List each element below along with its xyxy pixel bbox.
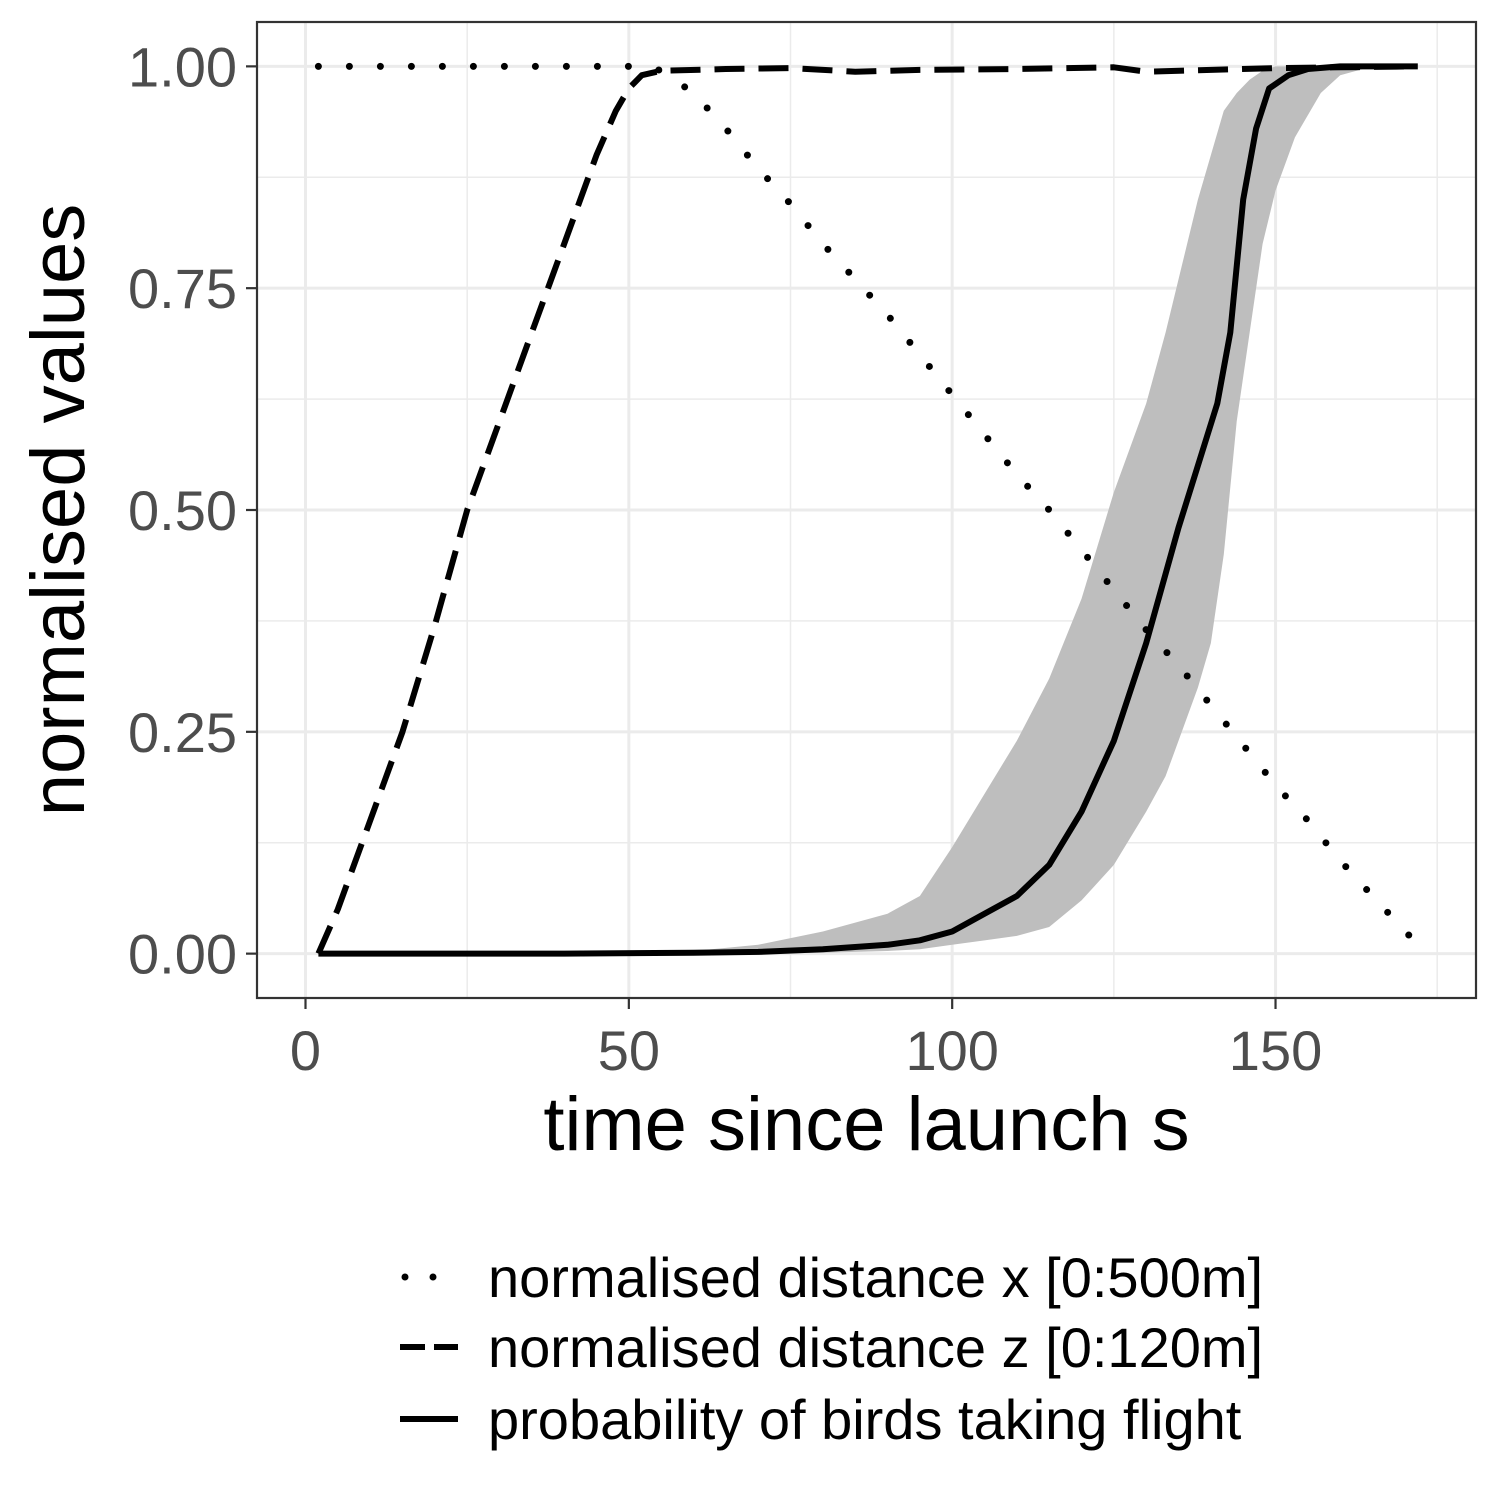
y-tick-label: 0.25 (128, 701, 237, 764)
legend-label: probability of birds taking flight (488, 1388, 1242, 1451)
y-tick-label: 0.75 (128, 257, 237, 320)
legend: normalised distance x [0:500m] normalised… (400, 1246, 1263, 1451)
series-layer (314, 62, 1422, 957)
grid-major (257, 22, 1476, 998)
x-axis-ticks: 0 50 100 150 (290, 998, 1322, 1082)
series-line-dashed (315, 63, 1418, 955)
y-axis-title: normalised values (16, 204, 101, 817)
legend-label: normalised distance z [0:120m] (488, 1316, 1263, 1379)
legend-label: normalised distance x [0:500m] (488, 1246, 1263, 1309)
y-tick-label: 0.50 (128, 479, 237, 542)
x-tick-label: 100 (905, 1019, 998, 1082)
series-line-dotted (314, 62, 1422, 949)
y-tick-label: 1.00 (128, 35, 237, 98)
series-line-solid (318, 63, 1418, 957)
x-tick-label: 50 (598, 1019, 660, 1082)
x-tick-label: 0 (290, 1019, 321, 1082)
x-axis-title: time since launch s (543, 1082, 1189, 1167)
y-axis-ticks: 0.00 0.25 0.50 0.75 1.00 (128, 35, 257, 986)
y-tick-label: 0.00 (128, 923, 237, 986)
x-tick-label: 150 (1229, 1019, 1322, 1082)
